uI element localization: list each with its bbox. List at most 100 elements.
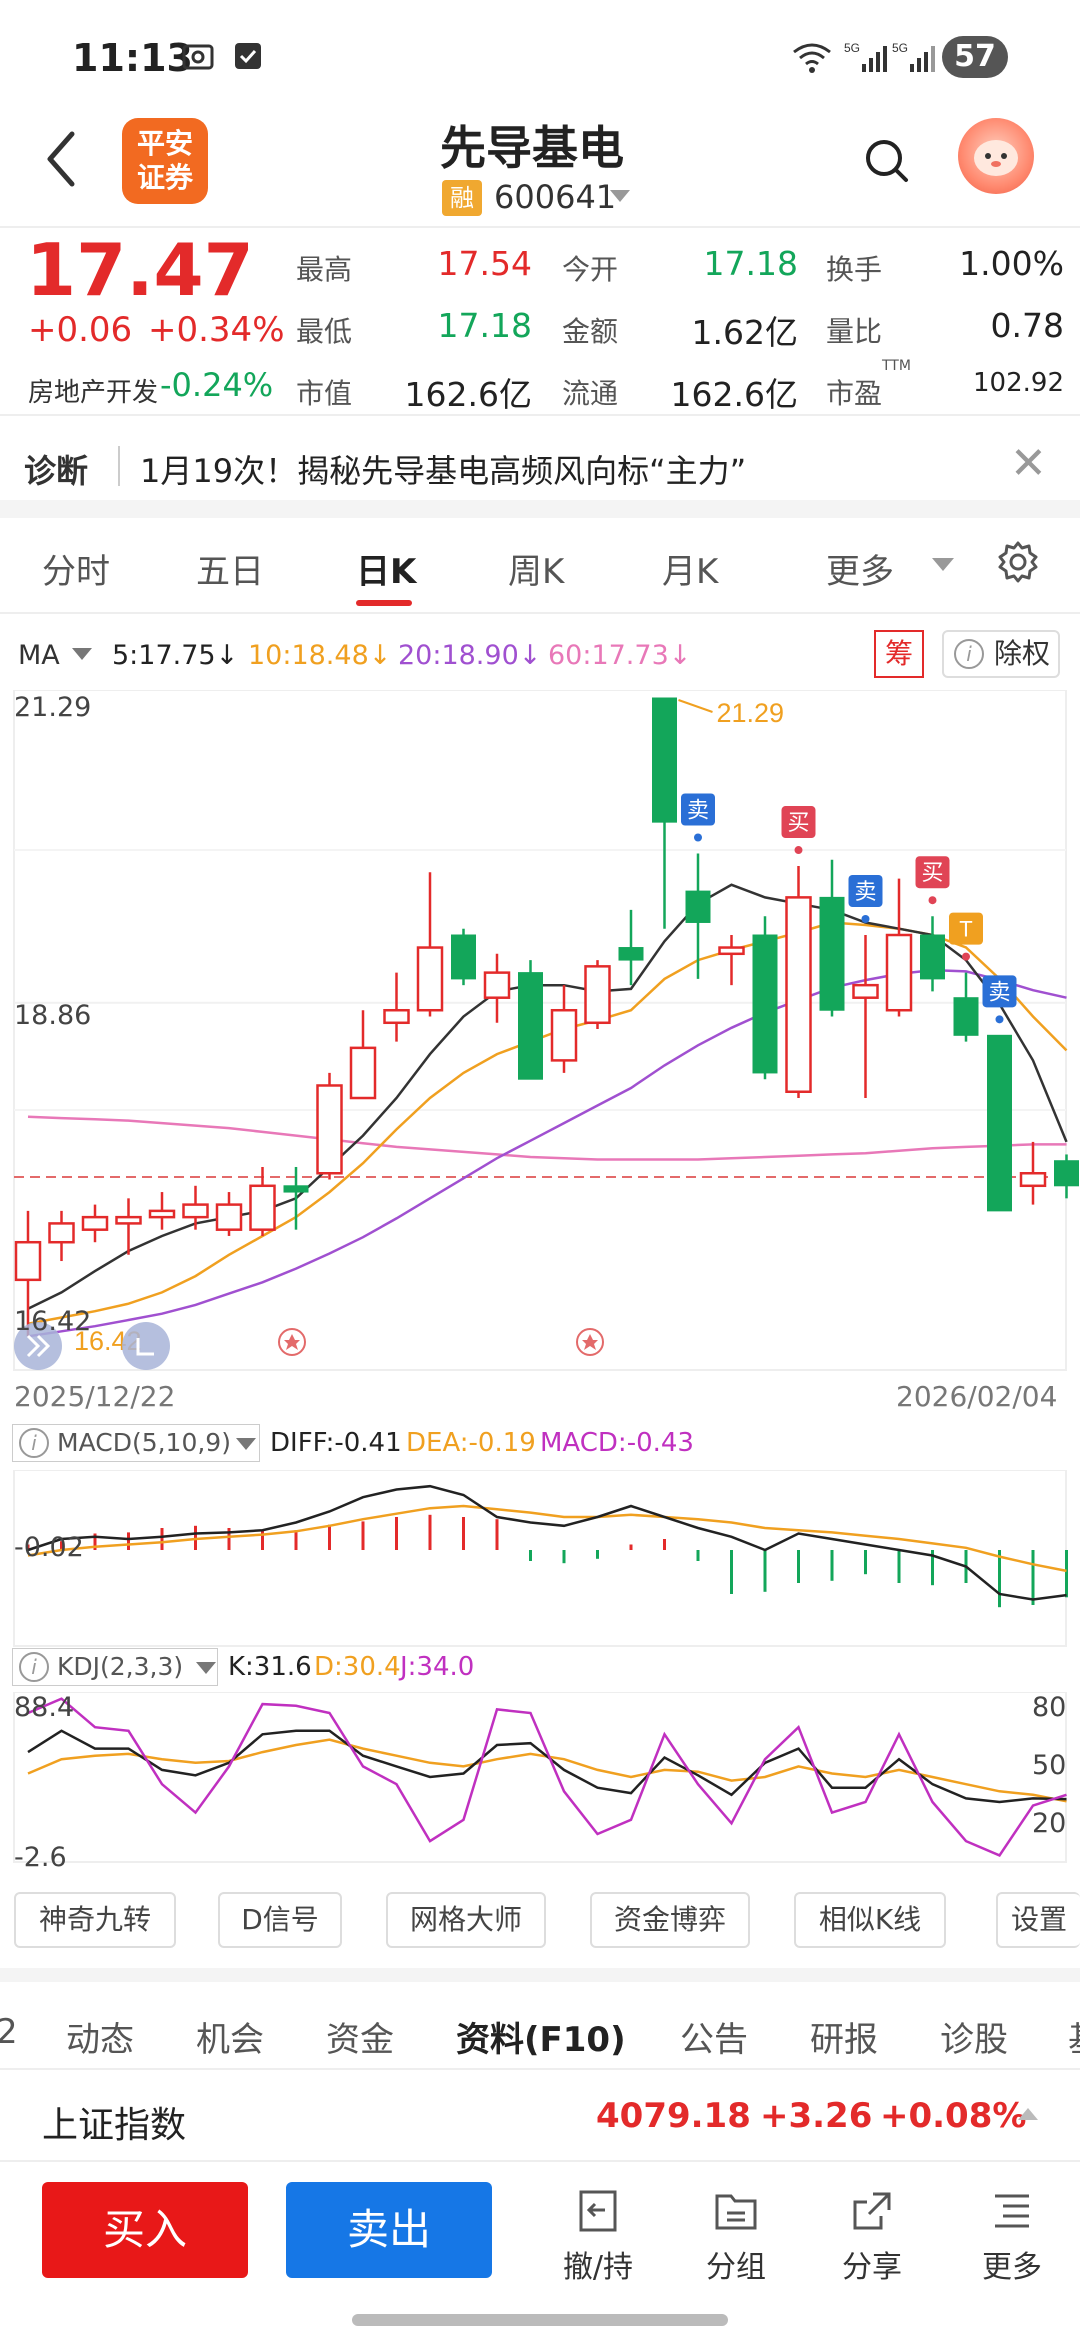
sector-change: -0.24% — [160, 366, 274, 404]
tab-diagnose[interactable]: 诊股 — [940, 2020, 1008, 2060]
signal-badge — [781, 806, 816, 839]
chip-distribution-button[interactable]: 筹 — [874, 630, 924, 678]
chevron-down-icon[interactable] — [236, 1438, 256, 1450]
similar-k-button[interactable]: 相似K线 — [794, 1892, 946, 1948]
search-icon[interactable] — [862, 136, 912, 186]
macd-chart[interactable] — [0, 1470, 1080, 1650]
back-button[interactable] — [38, 124, 88, 194]
ma-label[interactable]: MA — [18, 640, 60, 671]
quote-label: 市值 — [296, 377, 353, 410]
candle-body — [550, 1008, 578, 1062]
quote-label: 最高 — [296, 253, 353, 286]
d-signal-button[interactable]: D信号 — [218, 1892, 342, 1948]
candle — [852, 935, 879, 1099]
candle-body — [920, 934, 945, 980]
fund-game-button[interactable]: 资金博弈 — [590, 1892, 750, 1948]
quote-divider — [0, 414, 1080, 416]
chevron-up-icon[interactable] — [1018, 2108, 1038, 2120]
y-axis-mid-label: 18.86 — [14, 1000, 92, 1031]
kdj-left-low-label: -2.6 — [14, 1842, 67, 1873]
tab-news[interactable]: 动态 — [66, 2020, 134, 2060]
sector-name[interactable]: 房地产开发 — [28, 378, 159, 408]
assistant-avatar[interactable] — [958, 118, 1034, 194]
settings-button[interactable]: 设置 — [996, 1892, 1080, 1948]
gear-icon[interactable] — [996, 540, 1040, 584]
candle-body — [718, 946, 745, 956]
candle — [584, 960, 611, 1030]
tab-minute[interactable]: 分时 — [42, 552, 110, 592]
tab-announcement[interactable]: 公告 — [680, 2020, 748, 2060]
candle-body — [819, 896, 845, 1011]
home-indicator[interactable] — [352, 2314, 728, 2326]
close-icon[interactable]: ✕ — [1010, 438, 1047, 489]
dea-line — [27, 1504, 1067, 1573]
tab-partial-left[interactable]: 2 — [0, 2012, 18, 2052]
tab-opportunity[interactable]: 机会 — [196, 2020, 264, 2060]
star-shape — [284, 1334, 300, 1350]
tab-five-day[interactable]: 五日 — [196, 552, 264, 592]
tab-weekly-k[interactable]: 周K — [508, 552, 565, 592]
tab-partial-right[interactable]: 基 — [1068, 2012, 1080, 2061]
x-axis-end-date: 2026/02/04 — [896, 1380, 1058, 1413]
candle — [81, 1204, 109, 1243]
signal-label: 买 — [787, 810, 809, 835]
candle-body — [885, 933, 913, 1012]
active-tab-indicator — [356, 600, 412, 606]
status-bar: 11:13 5G 5G 57 — [0, 0, 1080, 110]
tab-daily-k[interactable]: 日K — [356, 552, 417, 592]
grid-master-button[interactable]: 网格大师 — [386, 1892, 546, 1948]
share-button[interactable]: 分享 — [822, 2186, 922, 2286]
quote-value: 17.18 — [437, 306, 532, 345]
tab-f10[interactable]: 资料(F10) — [456, 2020, 626, 2060]
signal-badge — [982, 975, 1017, 1008]
diagnosis-text[interactable]: 1月19次！揭秘先导基电高频风向标“主力” — [140, 452, 747, 490]
index-name[interactable]: 上证指数 — [42, 2105, 187, 2146]
kdj-selector[interactable]: i KDJ(2,3,3) — [12, 1648, 218, 1686]
more-button[interactable]: 更多 — [962, 2186, 1062, 2286]
withdraw-hold-button[interactable]: 撤/持 — [548, 2186, 648, 2286]
group-button[interactable]: 分组 — [686, 2186, 786, 2286]
candle — [953, 972, 979, 1042]
tab-monthly-k[interactable]: 月K — [662, 552, 719, 592]
broker-logo[interactable]: 平安 证券 — [122, 118, 208, 204]
kdj-frame — [13, 1692, 1067, 1863]
chevron-down-icon[interactable] — [196, 1662, 216, 1674]
candle-body — [283, 1185, 309, 1193]
wifi-icon — [790, 40, 834, 82]
ma60-value: 60:17.73↓ — [548, 640, 692, 671]
macd-selector[interactable]: i MACD(5,10,9) — [12, 1424, 260, 1462]
index-change: +3.26 — [760, 2096, 873, 2136]
ex-rights-button[interactable]: i 除权 — [942, 630, 1060, 678]
tab-research[interactable]: 研报 — [810, 2020, 878, 2060]
high-annotation-line — [678, 699, 713, 713]
stock-name[interactable]: 先导基电 — [440, 121, 624, 175]
high-annotation-text: 21.29 — [717, 698, 785, 728]
chevron-down-icon[interactable] — [72, 648, 92, 660]
candle — [1054, 1154, 1079, 1199]
svg-text:5G: 5G — [892, 41, 908, 55]
signal-dot — [694, 833, 702, 842]
candle-body — [115, 1215, 142, 1225]
y-axis-low-label: 16.42 — [14, 1306, 92, 1337]
tab-capital[interactable]: 资金 — [326, 2020, 394, 2060]
tab-more[interactable]: 更多 — [826, 552, 894, 592]
candle — [215, 1192, 243, 1236]
candle — [483, 953, 511, 1023]
signal-icon: 5G — [844, 40, 888, 82]
ttm-superscript: TTM — [882, 358, 911, 374]
kdj-chart[interactable] — [0, 1692, 1080, 1864]
quote-value: 102.92 — [973, 368, 1064, 398]
candle — [349, 1010, 377, 1100]
chevron-down-icon[interactable] — [610, 190, 630, 202]
stock-code[interactable]: 600641 — [494, 178, 617, 216]
sell-button[interactable]: 卖出 — [286, 2182, 492, 2278]
macd-diff: DIFF:-0.41 — [270, 1428, 402, 1458]
magic-nine-button[interactable]: 神奇九转 — [14, 1892, 176, 1948]
signal-dot — [861, 915, 870, 923]
buy-button[interactable]: 买入 — [42, 2182, 248, 2278]
kdj-right-80: 80 — [1032, 1692, 1067, 1723]
candle — [283, 1166, 309, 1230]
star-event-icon — [278, 1328, 306, 1356]
chevron-down-icon[interactable] — [932, 558, 954, 571]
